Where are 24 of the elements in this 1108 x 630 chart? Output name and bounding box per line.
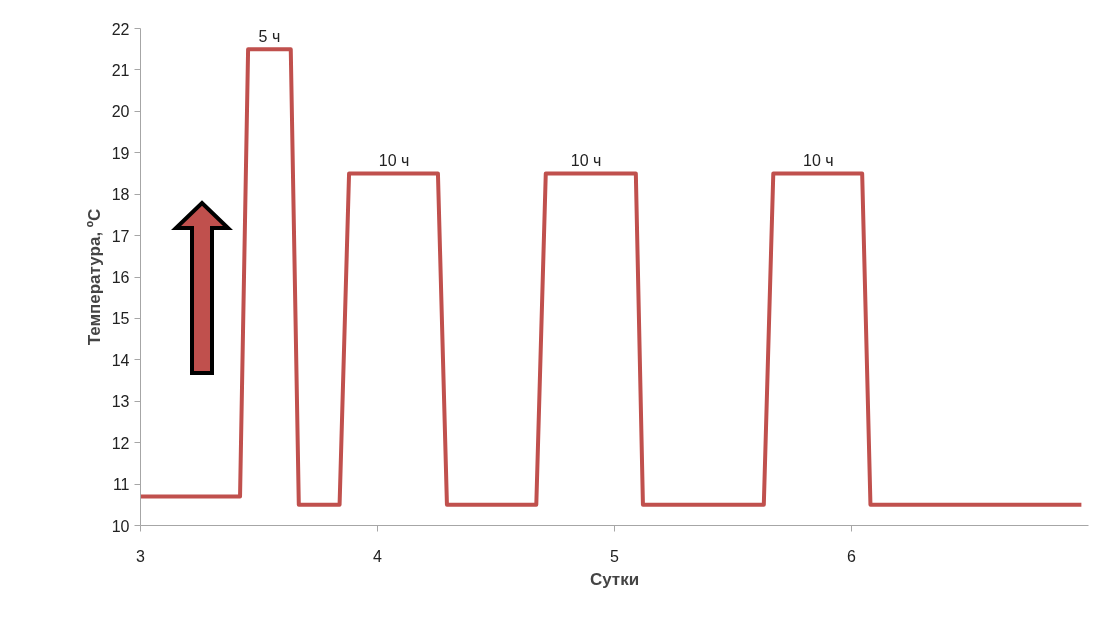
y-tick-label: 20 [111, 103, 130, 121]
x-tick-label: 5 [610, 547, 620, 565]
y-tick-label: 12 [111, 434, 130, 452]
x-tick-label: 4 [373, 547, 383, 565]
y-tick-label: 16 [111, 269, 130, 286]
annotation: 10 ч [803, 152, 834, 170]
y-tick-label: 14 [111, 351, 130, 369]
y-axis-title: Температура, ºC [84, 208, 104, 346]
y-tick-label: 22 [111, 20, 130, 38]
y-tick-label: 17 [111, 227, 130, 245]
y-tick-label: 18 [111, 186, 130, 204]
annotation: 5 ч [258, 28, 281, 46]
annotation: 10 ч [378, 152, 410, 170]
x-axis-title: Сутки [589, 569, 640, 589]
line-series [140, 47, 1084, 507]
y-tick-label: 11 [112, 476, 130, 494]
x-tick-label: 6 [847, 547, 857, 565]
y-tick-label: 13 [111, 393, 130, 411]
annotation: 10 ч [570, 152, 602, 170]
x-tick-label: 3 [136, 547, 146, 565]
y-tick-label: 19 [111, 144, 130, 162]
y-tick-label: 10 [111, 517, 130, 535]
y-tick-label: 21 [111, 61, 130, 79]
y-tick-label: 15 [111, 310, 130, 328]
